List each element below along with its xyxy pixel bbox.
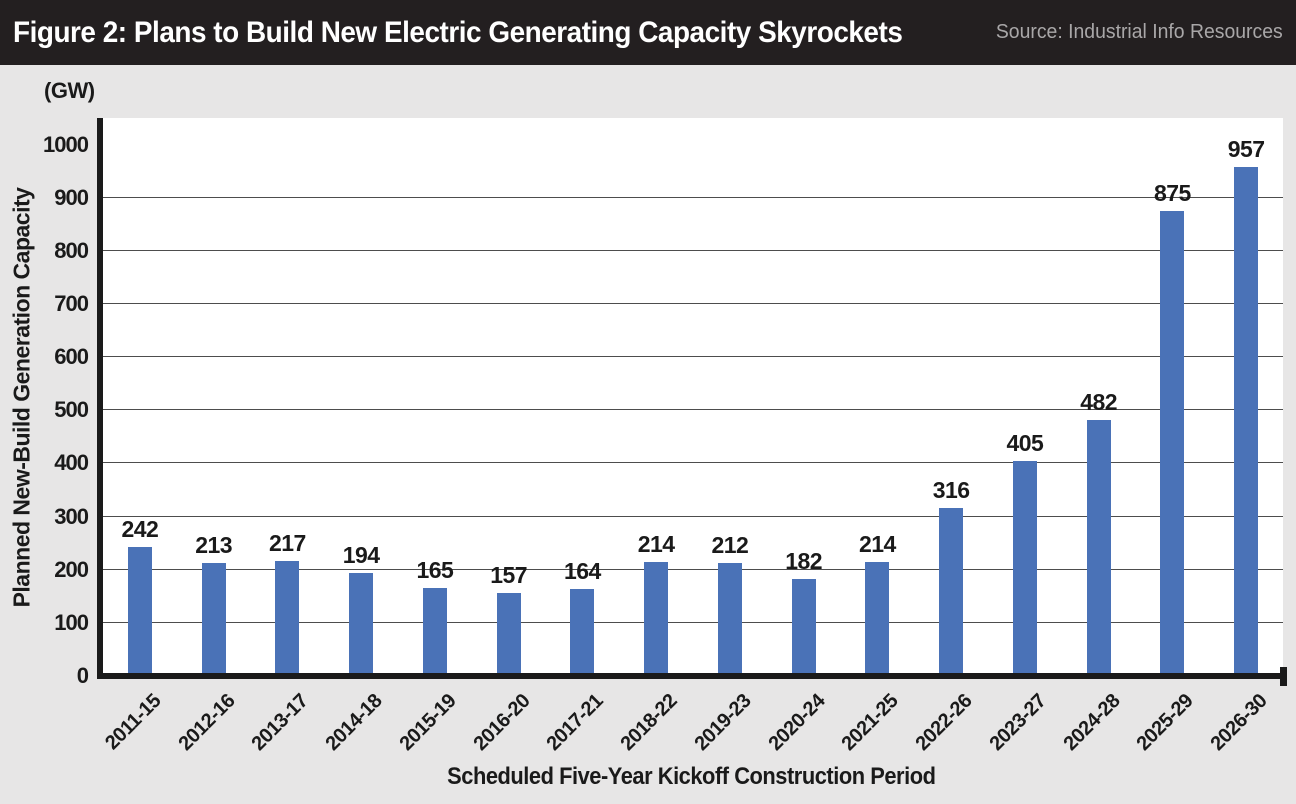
y-tick-label: 600 xyxy=(54,344,89,370)
gridline-600 xyxy=(103,356,1283,358)
x-axis-title-text: Scheduled Five-Year Kickoff Construction… xyxy=(447,763,936,790)
gridline-100 xyxy=(103,621,1283,623)
x-axis-line xyxy=(97,673,1283,679)
bar-value-label: 482 xyxy=(1080,388,1118,415)
bar-value-label: 217 xyxy=(268,529,306,556)
gridlines-layer xyxy=(103,118,1283,676)
bar-value-label: 214 xyxy=(858,531,896,558)
bar xyxy=(496,592,521,676)
x-axis-title: Scheduled Five-Year Kickoff Construction… xyxy=(100,763,1283,791)
gridline-400 xyxy=(103,462,1283,464)
gridline-500 xyxy=(103,409,1283,411)
bar-value-label: 182 xyxy=(785,548,823,575)
bar xyxy=(422,588,447,676)
bar-value-label: 214 xyxy=(637,531,675,558)
y-tick-label: 300 xyxy=(54,503,89,529)
bar xyxy=(127,547,152,676)
bar xyxy=(1012,460,1037,676)
bar-value-label: 242 xyxy=(121,516,159,543)
y-tick-label: 500 xyxy=(54,397,89,423)
y-tick-label: 400 xyxy=(54,450,89,476)
bar xyxy=(1086,419,1111,676)
bar-value-label: 157 xyxy=(490,561,528,588)
y-tick-label: 700 xyxy=(54,291,89,316)
y-tick-label: 200 xyxy=(54,556,89,582)
bar-value-label: 212 xyxy=(711,532,749,559)
bar-value-label: 316 xyxy=(932,477,970,504)
bar xyxy=(791,579,816,676)
bar xyxy=(644,562,669,676)
gridline-300 xyxy=(103,515,1283,517)
bar xyxy=(275,560,300,676)
bar xyxy=(865,562,890,676)
y-tick-label: 1000 xyxy=(43,131,89,157)
bar xyxy=(1234,167,1259,676)
figure-header: Figure 2: Plans to Build New Electric Ge… xyxy=(0,0,1296,65)
bar-value-label: 213 xyxy=(195,531,233,558)
y-tick-label: 900 xyxy=(54,184,89,210)
bar-value-label: 194 xyxy=(342,541,380,568)
y-tick-label: 0 xyxy=(76,663,89,688)
bar xyxy=(717,563,742,676)
gridline-200 xyxy=(103,568,1283,570)
y-axis-unit-label: (GW) xyxy=(44,78,95,103)
bar xyxy=(939,508,964,676)
bars-layer: 242 213 217 194 165 157 164 214 212 182 214 316 405 4… xyxy=(103,118,1283,676)
bar xyxy=(1160,211,1185,676)
x-tick-label-text: 2026-30 xyxy=(1206,690,1272,755)
bar-value-label: 957 xyxy=(1227,136,1265,163)
x-axis-end-tick xyxy=(1280,667,1287,686)
y-axis-line xyxy=(97,118,103,679)
bar xyxy=(349,572,374,676)
x-tick-label: 2026-30 xyxy=(1136,690,1272,755)
figure-source: Source: Industrial Info Resources xyxy=(996,21,1283,43)
bar-value-label: 875 xyxy=(1153,180,1191,206)
figure-title: Figure 2: Plans to Build New Electric Ge… xyxy=(13,15,903,49)
bar-value-label: 165 xyxy=(416,557,454,584)
gridline-800 xyxy=(103,249,1283,251)
gridline-700 xyxy=(103,303,1283,304)
y-tick-label: 800 xyxy=(54,237,89,263)
bar-value-label: 405 xyxy=(1006,429,1044,456)
y-tick-label: 100 xyxy=(54,609,89,635)
gridline-900 xyxy=(103,196,1283,198)
bar xyxy=(201,562,226,676)
bar xyxy=(570,588,595,676)
bar-value-label: 164 xyxy=(563,557,601,584)
